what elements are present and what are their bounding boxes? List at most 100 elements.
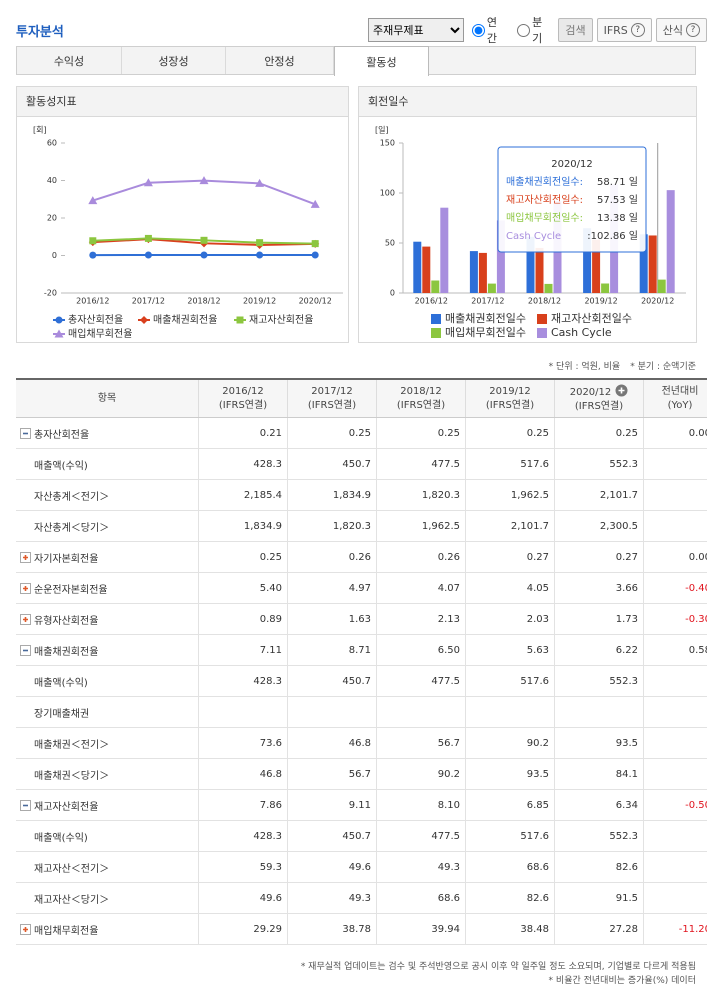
row-label: 매출채권회전율 (34, 646, 99, 658)
header-basis: (YoY) (667, 399, 693, 411)
value-cell: 1,962.5 (376, 510, 466, 542)
search-button[interactable]: 검색 (558, 18, 593, 42)
row-label-cell: 매출액(수익) (16, 448, 199, 480)
chart: 회전일수 [일] 0 50 100 150 2016/12 2017/12 2018/12 201… (358, 86, 697, 343)
tooltip-label: 매입채무회전일수: (506, 211, 583, 224)
ifrs-button[interactable]: IFRS? (596, 18, 652, 42)
cell-value: 56.7 (437, 737, 460, 749)
cell-value: 552.3 (609, 830, 638, 842)
expand-toggle[interactable] (20, 923, 31, 935)
expand-toggle[interactable] (20, 551, 31, 563)
cell-value: 0.00 (688, 551, 707, 563)
x-tick-label: 2017/12 (132, 297, 165, 306)
legend-label: Cash Cycle (551, 326, 612, 339)
formula-button[interactable]: 산식? (655, 18, 707, 42)
point (310, 199, 320, 208)
radio-label: 연간 (486, 16, 498, 45)
bar (526, 236, 535, 293)
row-label: 총자산회전율 (34, 429, 90, 441)
radio-item[interactable]: 연간 (468, 14, 507, 46)
table-row: 자기자본회전율 0.25 0.26 0.26 0.27 0.27 0.00 (16, 541, 707, 573)
value-cell: 552.3 (554, 665, 644, 697)
value-cell: 0.27 (465, 541, 555, 573)
cell-value: 2.03 (526, 613, 549, 625)
page-title: 투자분석 (16, 25, 64, 40)
point (89, 237, 97, 245)
cell-value: 517.6 (520, 458, 549, 470)
controls: 주재무제표 연간 분기 검색 IFRS? 산식? (368, 14, 707, 46)
y-tick-label: 100 (380, 189, 395, 198)
table-row: 매출채권＜전기＞ 73.6 46.8 56.7 90.2 93.5 (16, 727, 707, 759)
expand-toggle[interactable] (20, 644, 31, 656)
bar (535, 247, 544, 293)
tab[interactable]: 수익성 (17, 47, 122, 74)
cell-value: 1.73 (615, 613, 638, 625)
x-tick-label: 2016/12 (76, 297, 109, 306)
value-cell: 68.6 (465, 851, 555, 883)
value-cell (643, 820, 707, 852)
cell-value: 38.48 (520, 923, 549, 935)
x-tick-label: 2017/12 (471, 297, 504, 306)
y-tick-label: 0 (390, 289, 395, 298)
value-cell: 6.22 (554, 634, 644, 666)
cell-value: 0.25 (348, 427, 371, 439)
cell-value: 46.8 (348, 737, 371, 749)
help-icon: ? (630, 23, 645, 37)
value-cell: 2,101.7 (554, 479, 644, 511)
panel-header (358, 86, 697, 117)
value-cell: 1,820.3 (376, 479, 466, 511)
bar (657, 279, 666, 293)
table-row: 총자산회전율 0.21 0.25 0.25 0.25 0.25 0.00 (16, 417, 707, 449)
expand-all-icon[interactable] (615, 384, 628, 397)
cell-value: 0.25 (437, 427, 460, 439)
value-cell: 49.3 (376, 851, 466, 883)
point (88, 196, 98, 205)
radio-item[interactable]: 분기 (513, 14, 552, 46)
cell-value: 5.63 (526, 644, 549, 656)
table-row: 매출액(수익) 428.3 450.7 477.5 517.6 552.3 (16, 448, 707, 480)
data-table: 항목 2016/12 (IFRS연결) 2017/12 (IFRS연결) 2018/12 (… (16, 378, 707, 945)
table-row: 재고자산＜전기＞ 59.3 49.6 49.3 68.6 82.6 (16, 851, 707, 883)
tab[interactable]: 안정성 (226, 47, 334, 74)
value-cell: 0.25 (287, 417, 377, 449)
radio[interactable] (471, 23, 485, 37)
row-label: 자산총계＜전기＞ (34, 491, 110, 503)
expand-toggle[interactable] (20, 799, 31, 811)
value-cell: 517.6 (465, 820, 555, 852)
value-cell: 1,834.9 (198, 510, 288, 542)
radio[interactable] (517, 23, 531, 37)
tooltip-value: :102.86 일 (587, 230, 638, 242)
tab[interactable]: 활동성 (334, 46, 429, 76)
cell-value: 49.6 (348, 861, 371, 873)
value-cell (643, 479, 707, 511)
cell-value: -0.30 (685, 613, 707, 625)
tab[interactable]: 성장성 (122, 47, 226, 74)
value-cell: 56.7 (376, 727, 466, 759)
value-cell: 0.27 (554, 541, 644, 573)
cell-value: 552.3 (609, 675, 638, 687)
cell-value: -0.40 (685, 582, 707, 594)
table-row: 매출채권회전율 7.11 8.71 6.50 5.63 6.22 0.58 (16, 634, 707, 666)
value-cell (643, 510, 707, 542)
expand-toggle[interactable] (20, 613, 31, 625)
table-body: 총자산회전율 0.21 0.25 0.25 0.25 0.25 0.00 매출액(수익) 428… (16, 417, 707, 945)
tooltip-label: 재고자산회전일수: (506, 194, 583, 206)
bar (431, 280, 440, 293)
cell-value: 56.7 (348, 768, 371, 780)
cell-value: 450.7 (342, 675, 371, 687)
expand-toggle[interactable] (20, 582, 31, 594)
report-select[interactable]: 주재무제표 (368, 18, 464, 42)
table-row: 자산총계＜당기＞ 1,834.9 1,820.3 1,962.5 2,101.7 2,30… (16, 510, 707, 542)
bar (496, 220, 505, 293)
tooltip-value: 13.38 일 (597, 212, 638, 224)
expand-toggle[interactable] (20, 427, 31, 439)
x-tick-label: 2019/12 (243, 297, 276, 306)
cell-value: 4.05 (526, 582, 549, 594)
toggle-sign (23, 554, 28, 560)
cell-value: 90.2 (526, 737, 549, 749)
header-period: 2020/12 (569, 386, 612, 398)
value-cell: 56.7 (287, 758, 377, 790)
row-label: 자산총계＜당기＞ (34, 522, 110, 534)
cell-value: 38.78 (342, 923, 371, 935)
value-cell: 5.40 (198, 572, 288, 604)
